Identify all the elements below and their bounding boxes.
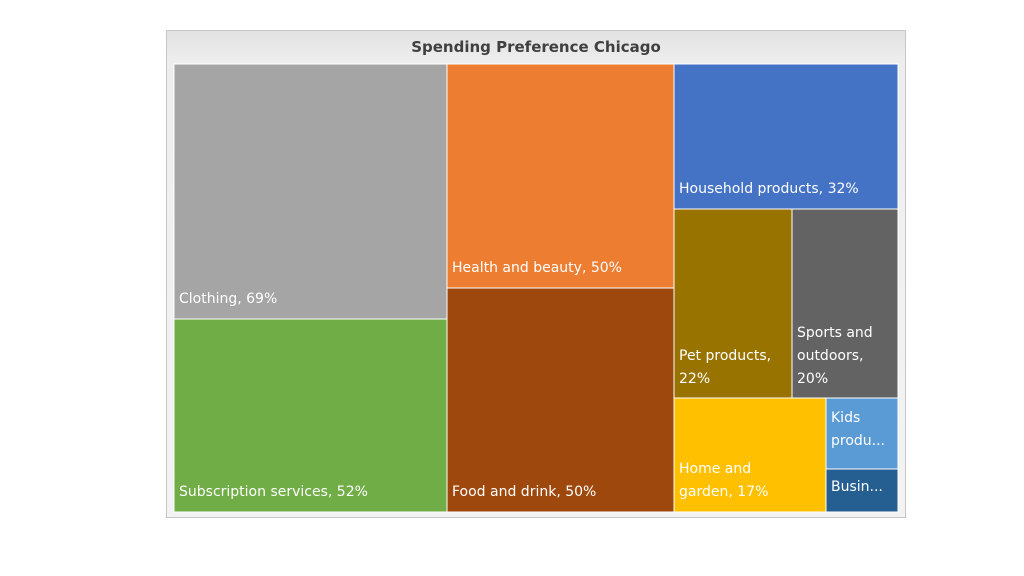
tile-label-business: Busin... — [831, 479, 883, 495]
tile-clothing — [173, 63, 448, 320]
tile-subscription-services — [173, 318, 448, 513]
tile-sports-and-outdoors — [791, 208, 899, 399]
chart-title: Spending Preference Chicago — [411, 38, 661, 56]
tile-label-health-and-beauty: Health and beauty, 50% — [452, 260, 622, 276]
tile-label-food-and-drink: Food and drink, 50% — [452, 484, 596, 500]
tile-label-home-and-garden: Home and garden, 17% — [679, 461, 768, 500]
tile-food-and-drink — [446, 287, 675, 513]
tile-home-and-garden — [673, 397, 827, 513]
tile-label-subscription-services: Subscription services, 52% — [179, 484, 368, 500]
tile-label-sports-and-outdoors: Sports and outdoors, 20% — [797, 325, 873, 387]
tile-label-clothing: Clothing, 69% — [179, 291, 277, 307]
tile-health-and-beauty — [446, 63, 675, 289]
tile-label-kids-products: Kids produ... — [831, 410, 885, 449]
tile-label-pet-products: Pet products, 22% — [679, 348, 771, 387]
tile-pet-products — [673, 208, 793, 399]
tile-kids-products — [825, 397, 899, 470]
tile-business — [825, 468, 899, 513]
tile-household-products — [673, 63, 899, 210]
tile-label-household-products: Household products, 32% — [679, 181, 859, 197]
